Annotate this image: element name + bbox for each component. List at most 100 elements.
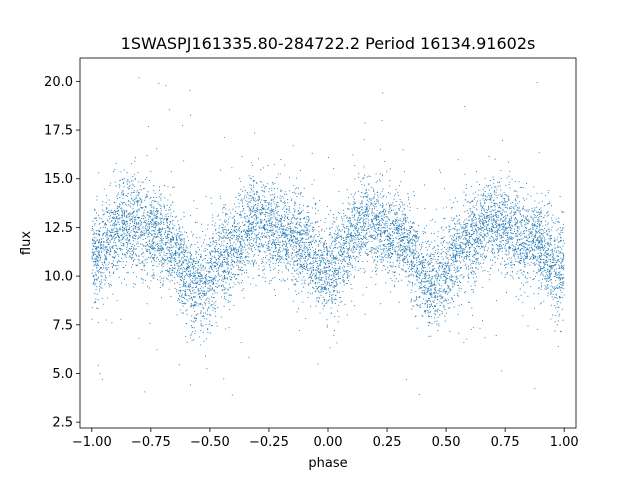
data-point [313,287,315,289]
data-point [424,292,426,295]
data-point [343,273,346,275]
data-point [545,288,547,290]
data-point [167,215,169,217]
data-point [365,252,367,254]
data-point [275,262,277,264]
data-point [348,275,350,277]
data-point [168,230,170,233]
data-point [209,258,211,260]
data-point [223,293,225,295]
data-point [421,314,423,316]
data-point [501,272,503,274]
data-point [539,257,541,260]
data-point [522,207,524,209]
data-point [134,228,137,230]
data-point [229,278,231,280]
data-point [408,232,410,234]
data-point [201,245,203,247]
data-point [121,234,123,236]
data-point [135,264,137,266]
data-point [258,232,260,234]
data-point [442,297,444,299]
data-point [375,181,377,183]
data-point [172,247,174,249]
data-point [178,227,180,229]
data-point [204,318,206,320]
data-point [422,259,424,261]
data-point [279,279,281,281]
data-point [483,220,485,222]
data-point [290,199,293,202]
data-point [163,254,165,256]
data-point [425,294,427,296]
data-point [432,292,435,294]
data-point [284,225,286,227]
data-point [177,273,179,275]
data-point [270,279,272,281]
data-point [153,185,155,187]
data-point [336,290,338,292]
data-point [129,236,131,238]
data-point [104,248,106,250]
data-point [326,300,328,302]
data-point [296,256,298,258]
data-point [107,263,109,265]
data-point [474,282,476,284]
data-point [550,285,552,287]
data-point [197,274,200,276]
data-point [372,188,374,190]
data-point [426,300,429,302]
data-point [265,237,268,239]
data-point [209,288,211,290]
data-point [515,195,518,197]
data-point [238,256,240,258]
data-point [253,204,256,206]
data-point [341,244,343,246]
data-point [399,254,401,256]
data-point [344,250,346,252]
data-point [152,249,154,251]
data-point [223,204,225,206]
data-point [435,284,437,286]
data-point [510,227,512,229]
data-point [307,229,309,231]
data-point [295,290,297,292]
data-point [158,186,160,188]
data-point [123,235,125,237]
data-point [190,325,192,327]
data-point [359,249,361,251]
data-point [260,227,262,229]
data-point [190,303,192,305]
data-point [237,268,239,270]
data-point [91,318,93,320]
data-point [485,199,487,201]
data-point [345,227,347,229]
data-point [325,292,327,294]
data-point [262,276,264,278]
data-point [372,224,374,226]
data-point [114,222,116,224]
data-point [552,286,554,288]
data-point [114,250,116,252]
data-point [561,277,563,279]
data-point [101,268,103,270]
data-point [492,176,494,178]
data-point [110,283,112,285]
data-point [148,249,150,251]
data-point [341,246,343,248]
data-point [520,269,522,271]
data-point [163,207,166,209]
data-point [467,268,470,270]
data-point [472,255,474,257]
data-point [524,271,526,273]
data-point [200,310,202,312]
data-point [209,286,211,288]
data-point [356,246,358,248]
data-point [161,222,163,224]
data-point [95,237,97,239]
data-point [254,200,256,202]
data-point [208,267,210,269]
data-point [160,248,162,250]
data-point [561,287,563,289]
data-point [542,225,544,227]
